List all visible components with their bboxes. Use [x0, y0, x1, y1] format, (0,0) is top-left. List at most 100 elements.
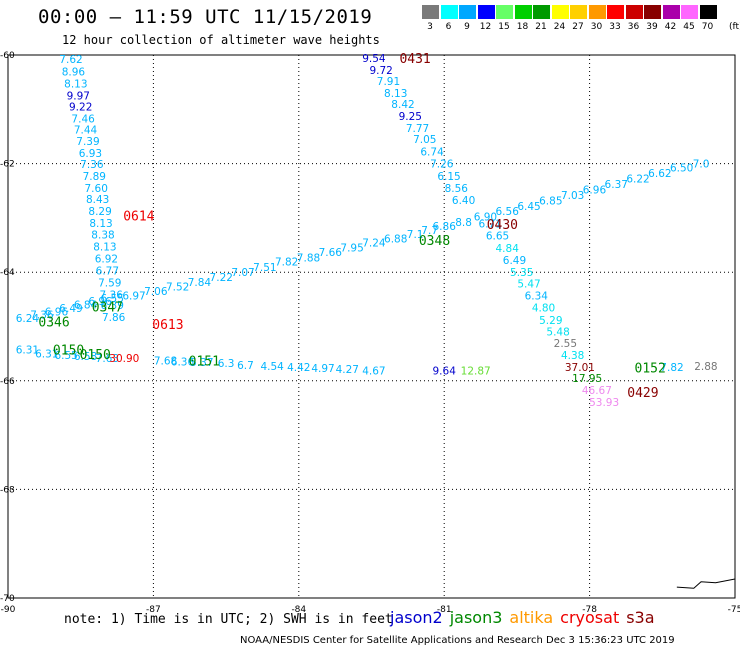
wave-height-value: 7.22 — [210, 272, 233, 284]
wave-height-value: 6.49 — [503, 255, 526, 267]
wave-height-value: 7.82 — [660, 362, 683, 374]
pass-time-label: 0346 — [38, 316, 69, 331]
wave-height-value: 6.93 — [79, 148, 102, 160]
color-swatch-label: 30 — [590, 22, 603, 32]
wave-height-value: 6.37 — [605, 179, 628, 191]
wave-height-value: 8.42 — [391, 99, 414, 111]
wave-height-value: 53.93 — [589, 397, 619, 409]
wave-height-value: 6.55 — [101, 293, 124, 305]
lon-tick-label: -90 — [1, 605, 16, 615]
wave-height-value: 7.1 — [407, 229, 424, 241]
wave-height-value: 7.88 — [297, 252, 320, 264]
color-swatch — [477, 5, 495, 19]
page-title: 00:00 – 11:59 UTC 11/15/2019 — [38, 6, 373, 28]
color-swatch-label: 9 — [464, 22, 470, 32]
color-swatch — [496, 5, 513, 19]
wave-height-value: 6.39 — [101, 300, 124, 312]
pass-time-label: 0429 — [627, 386, 658, 401]
wave-height-value: 7.36 — [30, 309, 54, 321]
wave-height-value: 6.50 — [670, 163, 693, 175]
wave-height-value: 7.24 — [362, 238, 386, 250]
color-swatch-label: 6 — [445, 22, 452, 32]
color-swatch — [644, 5, 661, 19]
wave-height-value: 4.97 — [311, 363, 334, 375]
wave-height-value: 6.40 — [452, 195, 475, 207]
wave-height-value: 6.31 — [35, 348, 58, 360]
wave-height-value: 6.92 — [95, 253, 118, 265]
wave-height-value: 7.59 — [98, 277, 121, 289]
wave-height-value: 6.96 — [45, 307, 69, 319]
wave-height-value: 7.03 — [561, 190, 584, 202]
satellite-legend-item: cryosat — [560, 608, 620, 627]
wave-height-value: 7.39 — [76, 136, 99, 148]
wave-height-value: 2.88 — [694, 361, 717, 373]
wave-height-value: 30.90 — [109, 353, 139, 365]
wave-height-value: 6.97 — [122, 290, 145, 302]
color-swatch — [588, 5, 606, 19]
color-swatch — [570, 5, 587, 19]
wave-height-value: 6.90 — [474, 212, 497, 224]
lat-tick-label: -64 — [0, 268, 15, 278]
color-swatch-label: 39 — [646, 22, 658, 32]
pass-time-label: 0152 — [635, 362, 666, 377]
pass-time-label: 0150 — [80, 348, 111, 363]
wave-height-value: 6.22 — [626, 174, 649, 186]
wave-height-value: 7.84 — [188, 277, 212, 289]
wave-height-value: 6.34 — [525, 290, 549, 302]
wave-height-value: 5.48 — [546, 327, 569, 339]
wave-height-value: 8.8 — [455, 217, 472, 229]
lon-tick-label: -78 — [582, 605, 597, 615]
satellite-legend-item: jason2 — [390, 608, 443, 627]
wave-height-value: 6.55 — [54, 350, 77, 362]
wave-height-value: 8.43 — [86, 194, 109, 206]
wave-height-value: 7.44 — [74, 125, 98, 137]
wave-height-value: 7.66 — [319, 247, 343, 259]
pass-time-label: 0431 — [399, 52, 430, 67]
wave-height-value: 46.67 — [582, 385, 612, 397]
wave-height-value: 5.29 — [539, 315, 562, 327]
wave-height-value: 6.58 — [74, 351, 97, 363]
wave-height-value: 4.27 — [336, 364, 359, 376]
wave-height-value: 6.86 — [433, 221, 457, 233]
page-subtitle: 12 hour collection of altimeter wave hei… — [62, 33, 380, 47]
wave-height-value: 6.31 — [16, 345, 39, 357]
color-swatch — [681, 5, 698, 19]
color-swatch — [440, 5, 458, 19]
color-swatch-label: 21 — [535, 22, 547, 32]
wave-height-value: 4.67 — [362, 365, 385, 377]
wave-height-value: 17.95 — [572, 373, 602, 385]
pass-time-label: 0347 — [92, 300, 123, 315]
color-scale-unit: (ft) — [729, 22, 740, 32]
wave-height-value: 7.51 — [253, 262, 276, 274]
color-swatch — [533, 5, 550, 19]
color-swatch-label: 42 — [664, 22, 677, 32]
wave-height-value: 7.07 — [231, 267, 254, 279]
wave-height-value: 7.91 — [377, 76, 400, 88]
color-swatch-label: 70 — [701, 22, 714, 32]
wave-height-value: 6.45 — [517, 201, 540, 213]
wave-height-value: 12.87 — [461, 365, 491, 377]
color-swatch-label: 24 — [553, 22, 566, 32]
wave-height-value: 7.7 — [421, 225, 438, 237]
lat-tick-label: -60 — [0, 51, 15, 61]
wave-height-value: 5.35 — [510, 267, 533, 279]
lon-tick-label: -81 — [437, 605, 452, 615]
wave-height-value: 6.56 — [496, 206, 520, 218]
wave-height-value: 8.13 — [93, 241, 116, 253]
wave-height-value: 4.54 — [260, 361, 284, 373]
wave-height-value: 6.65 — [486, 231, 509, 243]
wave-height-value: 4.42 — [287, 362, 310, 374]
wave-height-value: 9.25 — [399, 111, 422, 123]
coastline — [676, 578, 736, 589]
color-swatch-label: 45 — [683, 22, 695, 32]
wave-height-value: 7.77 — [406, 123, 429, 135]
wave-height-value: 6.74 — [420, 146, 444, 158]
wave-height-value: 8.13 — [89, 218, 112, 230]
color-swatch — [459, 5, 476, 19]
wave-height-value: 8.96 — [62, 67, 86, 79]
wave-height-value: 8.29 — [88, 206, 111, 218]
wave-height-value: 6.71 — [479, 219, 502, 231]
pass-time-label: 0150 — [53, 344, 84, 359]
wave-height-value: 6.49 — [59, 303, 82, 315]
color-swatch — [662, 5, 680, 19]
